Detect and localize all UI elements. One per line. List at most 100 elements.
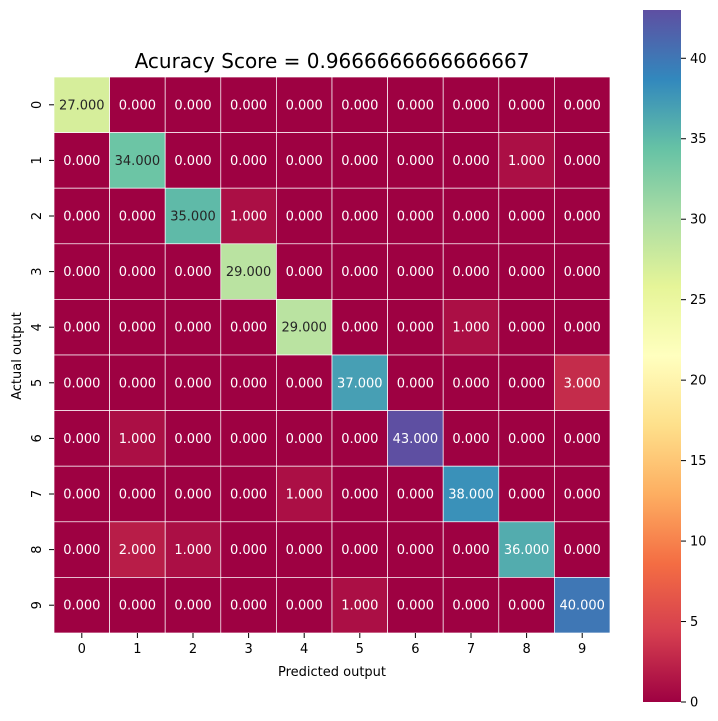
heatmap-cell <box>498 577 555 634</box>
x-tick-label: 4 <box>300 642 308 657</box>
cell-value-label: 0.000 <box>508 432 545 447</box>
cell-value-label: 0.000 <box>452 599 489 614</box>
cell-value-label: 0.000 <box>286 210 323 225</box>
x-tick-label: 8 <box>522 642 530 657</box>
heatmap-cell <box>331 243 388 300</box>
heatmap-cell <box>387 521 444 578</box>
cell-value-label: 0.000 <box>397 543 434 558</box>
x-tick-label: 3 <box>244 642 252 657</box>
heatmap-cell <box>109 521 166 578</box>
heatmap-cell <box>554 465 611 523</box>
cell-value-label: 0.000 <box>341 432 378 447</box>
heatmap-cell <box>331 354 388 411</box>
cell-value-label: 0.000 <box>341 543 378 558</box>
heatmap-cells: 27.000 0.000 0.000 0.000 0.000 0.000 0.000 0.00… <box>53 76 611 634</box>
colorbar-tick-label: 5 <box>690 615 698 630</box>
x-tick-label: 9 <box>578 642 586 657</box>
colorbar-tick-label: 35 <box>690 132 707 147</box>
colorbar-tick-label: 30 <box>690 213 707 228</box>
cell-value-label: 0.000 <box>564 321 601 336</box>
cell-value-label: 1.000 <box>174 543 211 558</box>
heatmap-cell <box>387 243 444 300</box>
cell-value-label: 0.000 <box>286 154 323 169</box>
heatmap-cell <box>498 410 555 467</box>
cell-value-label: 0.000 <box>286 376 323 391</box>
heatmap-cell <box>220 76 277 133</box>
cell-value-label: 0.000 <box>564 488 601 503</box>
cell-value-label: 0.000 <box>508 321 545 336</box>
colorbar-tick-label: 40 <box>690 52 707 67</box>
heatmap-cell <box>276 299 333 356</box>
cell-value-label: 43.000 <box>393 432 439 447</box>
cell-value-label: 0.000 <box>230 432 267 447</box>
heatmap-cell <box>53 243 110 300</box>
cell-value-label: 0.000 <box>230 321 267 336</box>
heatmap-cell <box>442 577 500 634</box>
heatmap-cell <box>498 465 555 523</box>
cell-value-label: 0.000 <box>397 321 434 336</box>
cell-value-label: 0.000 <box>397 599 434 614</box>
heatmap-cell <box>164 132 222 189</box>
cell-value-label: 0.000 <box>230 376 267 391</box>
cell-value-label: 0.000 <box>119 210 156 225</box>
cell-value-label: 0.000 <box>119 265 156 280</box>
cell-value-label: 0.000 <box>397 376 434 391</box>
cell-value-label: 0.000 <box>508 599 545 614</box>
colorbar-tick-label: 15 <box>690 454 707 469</box>
heatmap-cell <box>442 132 500 189</box>
cell-value-label: 0.000 <box>341 154 378 169</box>
cell-value-label: 0.000 <box>397 265 434 280</box>
heatmap-cell <box>53 577 110 634</box>
heatmap-cell <box>498 354 555 411</box>
heatmap-cell <box>276 577 333 634</box>
cell-value-label: 38.000 <box>448 488 494 503</box>
heatmap-cell <box>498 521 555 578</box>
heatmap-cell <box>442 187 500 245</box>
y-tick-label: 9 <box>30 601 45 609</box>
cell-value-label: 1.000 <box>341 599 378 614</box>
x-tick-label: 2 <box>189 642 197 657</box>
cell-value-label: 0.000 <box>174 98 211 113</box>
cell-value-label: 0.000 <box>230 488 267 503</box>
cell-value-label: 0.000 <box>341 210 378 225</box>
y-tick-label: 1 <box>30 156 45 164</box>
heatmap-cell <box>387 465 444 523</box>
cell-value-label: 0.000 <box>174 265 211 280</box>
cell-value-label: 0.000 <box>452 265 489 280</box>
heatmap-cell <box>53 187 110 245</box>
heatmap-cell <box>164 187 222 245</box>
heatmap-cell <box>554 410 611 467</box>
cell-value-label: 0.000 <box>174 376 211 391</box>
heatmap-cell <box>331 132 388 189</box>
cell-value-label: 0.000 <box>63 321 100 336</box>
cell-value-label: 0.000 <box>63 488 100 503</box>
x-tick-label: 7 <box>467 642 475 657</box>
heatmap-cell <box>109 465 166 523</box>
heatmap-cell <box>442 410 500 467</box>
cell-value-label: 0.000 <box>397 98 434 113</box>
heatmap-cell <box>554 521 611 578</box>
heatmap-cell <box>442 465 500 523</box>
heatmap-cell <box>554 299 611 356</box>
colorbar-tick-label: 0 <box>690 696 698 711</box>
heatmap-cell <box>387 132 444 189</box>
heatmap-cell <box>554 76 611 133</box>
cell-value-label: 0.000 <box>341 321 378 336</box>
heatmap-cell <box>442 299 500 356</box>
cell-value-label: 0.000 <box>230 98 267 113</box>
cell-value-label: 0.000 <box>452 376 489 391</box>
colorbar <box>643 10 681 702</box>
y-tick-label: 4 <box>30 323 45 331</box>
heatmap-cell <box>164 299 222 356</box>
chart-title: Acuracy Score = 0.9666666666666667 <box>135 49 530 73</box>
cell-value-label: 0.000 <box>230 599 267 614</box>
cell-value-label: 29.000 <box>281 321 327 336</box>
y-tick-label: 3 <box>30 267 45 275</box>
heatmap-cell <box>498 132 555 189</box>
cell-value-label: 29.000 <box>226 265 272 280</box>
x-tick-label: 5 <box>356 642 364 657</box>
cell-value-label: 0.000 <box>230 543 267 558</box>
cell-value-label: 1.000 <box>119 432 156 447</box>
cell-value-label: 0.000 <box>174 488 211 503</box>
